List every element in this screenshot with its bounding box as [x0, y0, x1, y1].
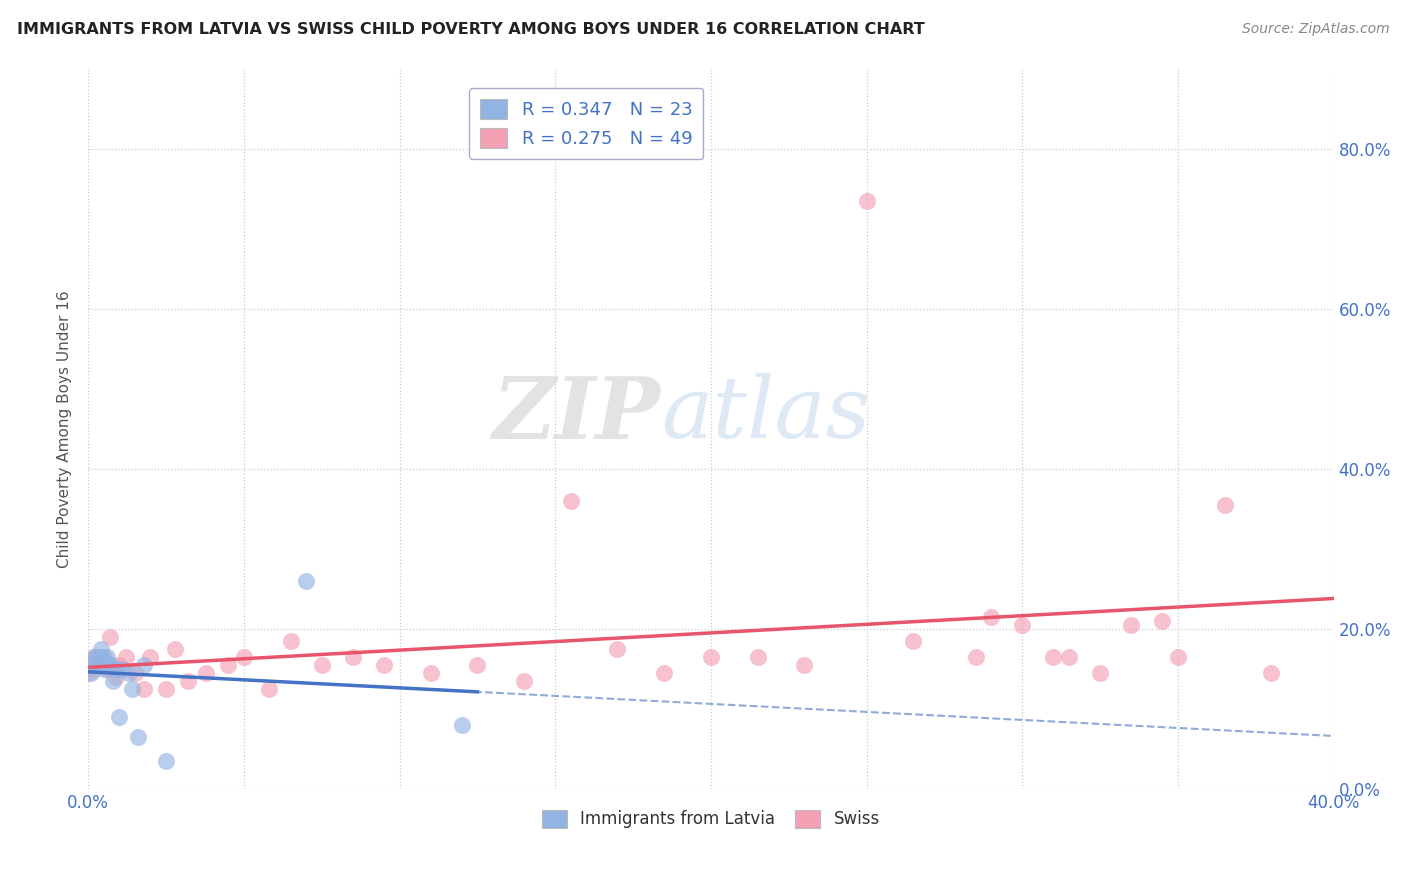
Point	[108, 710, 131, 724]
Point	[606, 642, 628, 657]
Point	[134, 658, 156, 673]
Point	[295, 574, 318, 588]
Point	[124, 666, 146, 681]
Text: Source: ZipAtlas.com: Source: ZipAtlas.com	[1241, 22, 1389, 37]
Point	[257, 682, 280, 697]
Point	[117, 666, 139, 681]
Point	[93, 662, 115, 676]
Point	[373, 658, 395, 673]
Point	[105, 670, 128, 684]
Point	[467, 658, 489, 673]
Point	[83, 650, 105, 665]
Point	[101, 658, 124, 673]
Point	[513, 674, 536, 689]
Point	[1057, 650, 1080, 665]
Point	[1121, 618, 1143, 632]
Point	[1260, 666, 1282, 681]
Point	[965, 650, 987, 665]
Point	[419, 666, 441, 681]
Point	[83, 650, 105, 665]
Point	[700, 650, 723, 665]
Text: IMMIGRANTS FROM LATVIA VS SWISS CHILD POVERTY AMONG BOYS UNDER 16 CORRELATION CH: IMMIGRANTS FROM LATVIA VS SWISS CHILD PO…	[17, 22, 925, 37]
Point	[450, 718, 472, 732]
Point	[1011, 618, 1033, 632]
Point	[1088, 666, 1111, 681]
Point	[101, 674, 124, 689]
Point	[96, 662, 118, 676]
Text: atlas: atlas	[661, 373, 870, 456]
Point	[560, 494, 582, 508]
Point	[90, 650, 112, 665]
Point	[1042, 650, 1064, 665]
Point	[90, 658, 112, 673]
Point	[90, 642, 112, 657]
Point	[280, 634, 302, 648]
Point	[105, 662, 128, 676]
Text: ZIP: ZIP	[494, 373, 661, 456]
Point	[342, 650, 364, 665]
Point	[86, 658, 108, 673]
Point	[232, 650, 254, 665]
Point	[96, 650, 118, 665]
Point	[83, 662, 105, 676]
Point	[903, 634, 925, 648]
Point	[1167, 650, 1189, 665]
Point	[1152, 614, 1174, 628]
Point	[747, 650, 769, 665]
Point	[114, 650, 136, 665]
Point	[855, 194, 877, 208]
Point	[793, 658, 815, 673]
Point	[98, 630, 121, 644]
Point	[127, 730, 149, 744]
Point	[93, 654, 115, 668]
Point	[155, 754, 177, 768]
Point	[134, 682, 156, 697]
Point	[165, 642, 187, 657]
Point	[217, 658, 239, 673]
Point	[80, 666, 103, 681]
Point	[111, 662, 134, 676]
Point	[121, 682, 143, 697]
Point	[195, 666, 218, 681]
Point	[83, 658, 105, 673]
Point	[311, 658, 333, 673]
Point	[98, 658, 121, 673]
Point	[96, 658, 118, 673]
Point	[155, 682, 177, 697]
Point	[177, 674, 200, 689]
Point	[86, 658, 108, 673]
Legend: Immigrants from Latvia, Swiss: Immigrants from Latvia, Swiss	[536, 803, 887, 835]
Point	[80, 658, 103, 673]
Point	[139, 650, 162, 665]
Point	[77, 666, 100, 681]
Point	[1213, 498, 1236, 512]
Y-axis label: Child Poverty Among Boys Under 16: Child Poverty Among Boys Under 16	[58, 290, 72, 567]
Point	[980, 610, 1002, 624]
Point	[93, 650, 115, 665]
Point	[86, 650, 108, 665]
Point	[652, 666, 675, 681]
Point	[108, 658, 131, 673]
